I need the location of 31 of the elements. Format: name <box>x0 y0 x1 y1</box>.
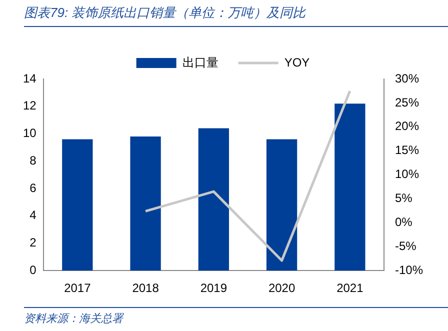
y2-tick-label: 20% <box>394 119 420 134</box>
y2-tick-label: 15% <box>394 143 420 158</box>
y-tick-label: 8 <box>30 153 37 168</box>
y2-tick-label: -10% <box>394 262 424 277</box>
x-tick-label: 2019 <box>200 281 228 296</box>
y2-tick-label: 10% <box>394 167 420 182</box>
x-tick-label: 2021 <box>336 281 364 296</box>
bar <box>198 128 229 271</box>
y-tick-label: 2 <box>30 236 37 250</box>
y-tick-label: 0 <box>30 262 37 277</box>
x-tick-label: 2018 <box>132 281 160 296</box>
legend-label: YOY <box>284 55 310 70</box>
y-tick-label: 12 <box>22 98 37 113</box>
y2-tick-label: 0% <box>394 215 413 230</box>
y2-tick-label: 30% <box>394 71 420 86</box>
bar <box>62 139 93 271</box>
text: 资料来源：海关总署 <box>24 307 448 326</box>
x-tick-label: 2017 <box>64 281 92 296</box>
y2-tick-label: 5% <box>394 191 413 206</box>
y2-tick-label: -5% <box>394 238 417 253</box>
bar <box>130 136 161 271</box>
x-tick-label: 2020 <box>268 281 296 296</box>
chart-title: 图表79: 装饰原纸出口销量（单位：万吨）及同比 <box>24 4 448 27</box>
y-tick-label: 10 <box>22 126 37 140</box>
y-tick-label: 4 <box>30 208 37 222</box>
legend-label: 出口量 <box>182 55 218 70</box>
bar <box>334 104 366 271</box>
y-tick-label: 6 <box>30 180 37 195</box>
bar <box>266 139 298 271</box>
y-tick-label: 14 <box>22 71 37 86</box>
y2-tick-label: 25% <box>394 95 420 110</box>
